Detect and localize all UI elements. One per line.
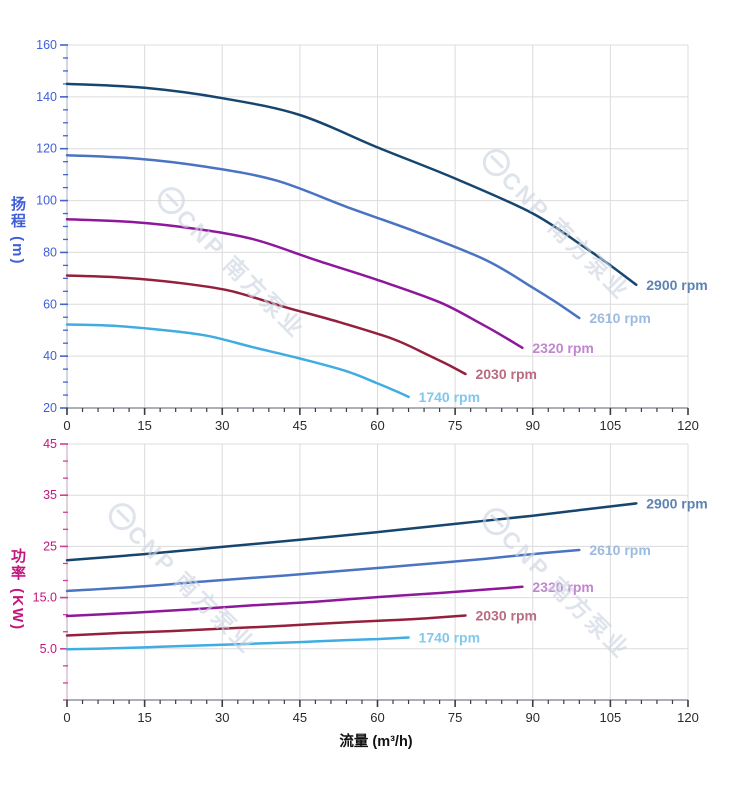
- series-2320-rpm: 2320 rpm: [65, 217, 594, 356]
- x-tick-label: 105: [600, 418, 622, 433]
- series-curve: [65, 585, 524, 618]
- series-2320-rpm: 2320 rpm: [65, 579, 594, 618]
- series-label: 2900 rpm: [646, 277, 707, 293]
- series-curve: [65, 274, 467, 376]
- series-2030-rpm: 2030 rpm: [65, 274, 537, 382]
- series-1740-rpm: 1740 rpm: [65, 323, 480, 405]
- flow-x-axis-title: 流量 (m³/h): [339, 734, 413, 750]
- series-label: 2030 rpm: [475, 608, 536, 624]
- x-tick-label: 0: [63, 710, 70, 725]
- x-tick-label: 90: [526, 418, 540, 433]
- y-ticks: 5.0 15.0 25 35 45: [33, 437, 68, 701]
- series-label: 2320 rpm: [532, 340, 593, 356]
- power-chart: 5.0 15.0 25 35 45 0 15 30 45 60 75 90 105 120 2900 rpm…: [33, 437, 708, 725]
- x-tick-label: 105: [600, 710, 622, 725]
- y-tick-label: 25: [43, 539, 57, 553]
- x-ticks: 0 15 30 45 60 75 90 105 120: [63, 408, 699, 433]
- x-tick-label: 60: [370, 418, 384, 433]
- series-label: 1740 rpm: [419, 630, 480, 646]
- series-curve: [65, 323, 410, 399]
- x-tick-label: 75: [448, 710, 462, 725]
- power-y-axis-title: 功率 (KW): [9, 548, 26, 632]
- head-y-axis-title: 扬程 (m): [9, 196, 26, 266]
- series-curve: [65, 82, 638, 287]
- series-label: 1740 rpm: [419, 389, 480, 405]
- x-tick-label: 30: [215, 418, 229, 433]
- x-tick-label: 120: [677, 418, 699, 433]
- y-tick-label: 15.0: [33, 591, 57, 605]
- y-tick-label: 45: [43, 437, 57, 451]
- x-tick-label: 60: [370, 710, 384, 725]
- y-tick-label: 5.0: [40, 642, 57, 656]
- y-tick-label: 20: [43, 401, 57, 415]
- series-label: 2610 rpm: [589, 542, 650, 558]
- gridlines: [66, 443, 689, 700]
- x-tick-label: 0: [63, 418, 70, 433]
- x-tick-label: 75: [448, 418, 462, 433]
- y-tick-label: 100: [36, 194, 57, 208]
- series-label: 2900 rpm: [646, 495, 707, 511]
- series-curve: [65, 502, 638, 562]
- series-curve: [65, 217, 524, 350]
- y-tick-label: 160: [36, 38, 57, 52]
- x-tick-label: 15: [137, 418, 151, 433]
- y-tick-label: 60: [43, 297, 57, 311]
- y-tick-label: 40: [43, 349, 57, 363]
- y-tick-label: 120: [36, 142, 57, 156]
- x-ticks: 0 15 30 45 60 75 90 105 120: [63, 700, 699, 725]
- series-2030-rpm: 2030 rpm: [65, 608, 537, 637]
- series-curve: [65, 153, 581, 320]
- series-curve: [65, 636, 410, 651]
- x-tick-label: 15: [137, 710, 151, 725]
- x-tick-label: 30: [215, 710, 229, 725]
- series-label: 2320 rpm: [532, 579, 593, 595]
- x-tick-label: 45: [293, 418, 307, 433]
- series-label: 2610 rpm: [589, 310, 650, 326]
- x-tick-label: 120: [677, 710, 699, 725]
- series-2900-rpm: 2900 rpm: [65, 495, 708, 562]
- x-tick-label: 90: [526, 710, 540, 725]
- series-1740-rpm: 1740 rpm: [65, 630, 480, 651]
- series-curve: [65, 548, 581, 593]
- series-2900-rpm: 2900 rpm: [65, 82, 708, 293]
- y-tick-label: 35: [43, 488, 57, 502]
- y-tick-label: 140: [36, 90, 57, 104]
- series-curve: [65, 614, 467, 637]
- x-tick-label: 45: [293, 710, 307, 725]
- series-label: 2030 rpm: [475, 366, 536, 382]
- y-tick-label: 80: [43, 245, 57, 259]
- y-ticks: 20 40 60 80 100 120 140 160: [36, 38, 68, 415]
- series-2610-rpm: 2610 rpm: [65, 153, 651, 326]
- gridlines: [66, 44, 689, 409]
- series-2610-rpm: 2610 rpm: [65, 542, 651, 593]
